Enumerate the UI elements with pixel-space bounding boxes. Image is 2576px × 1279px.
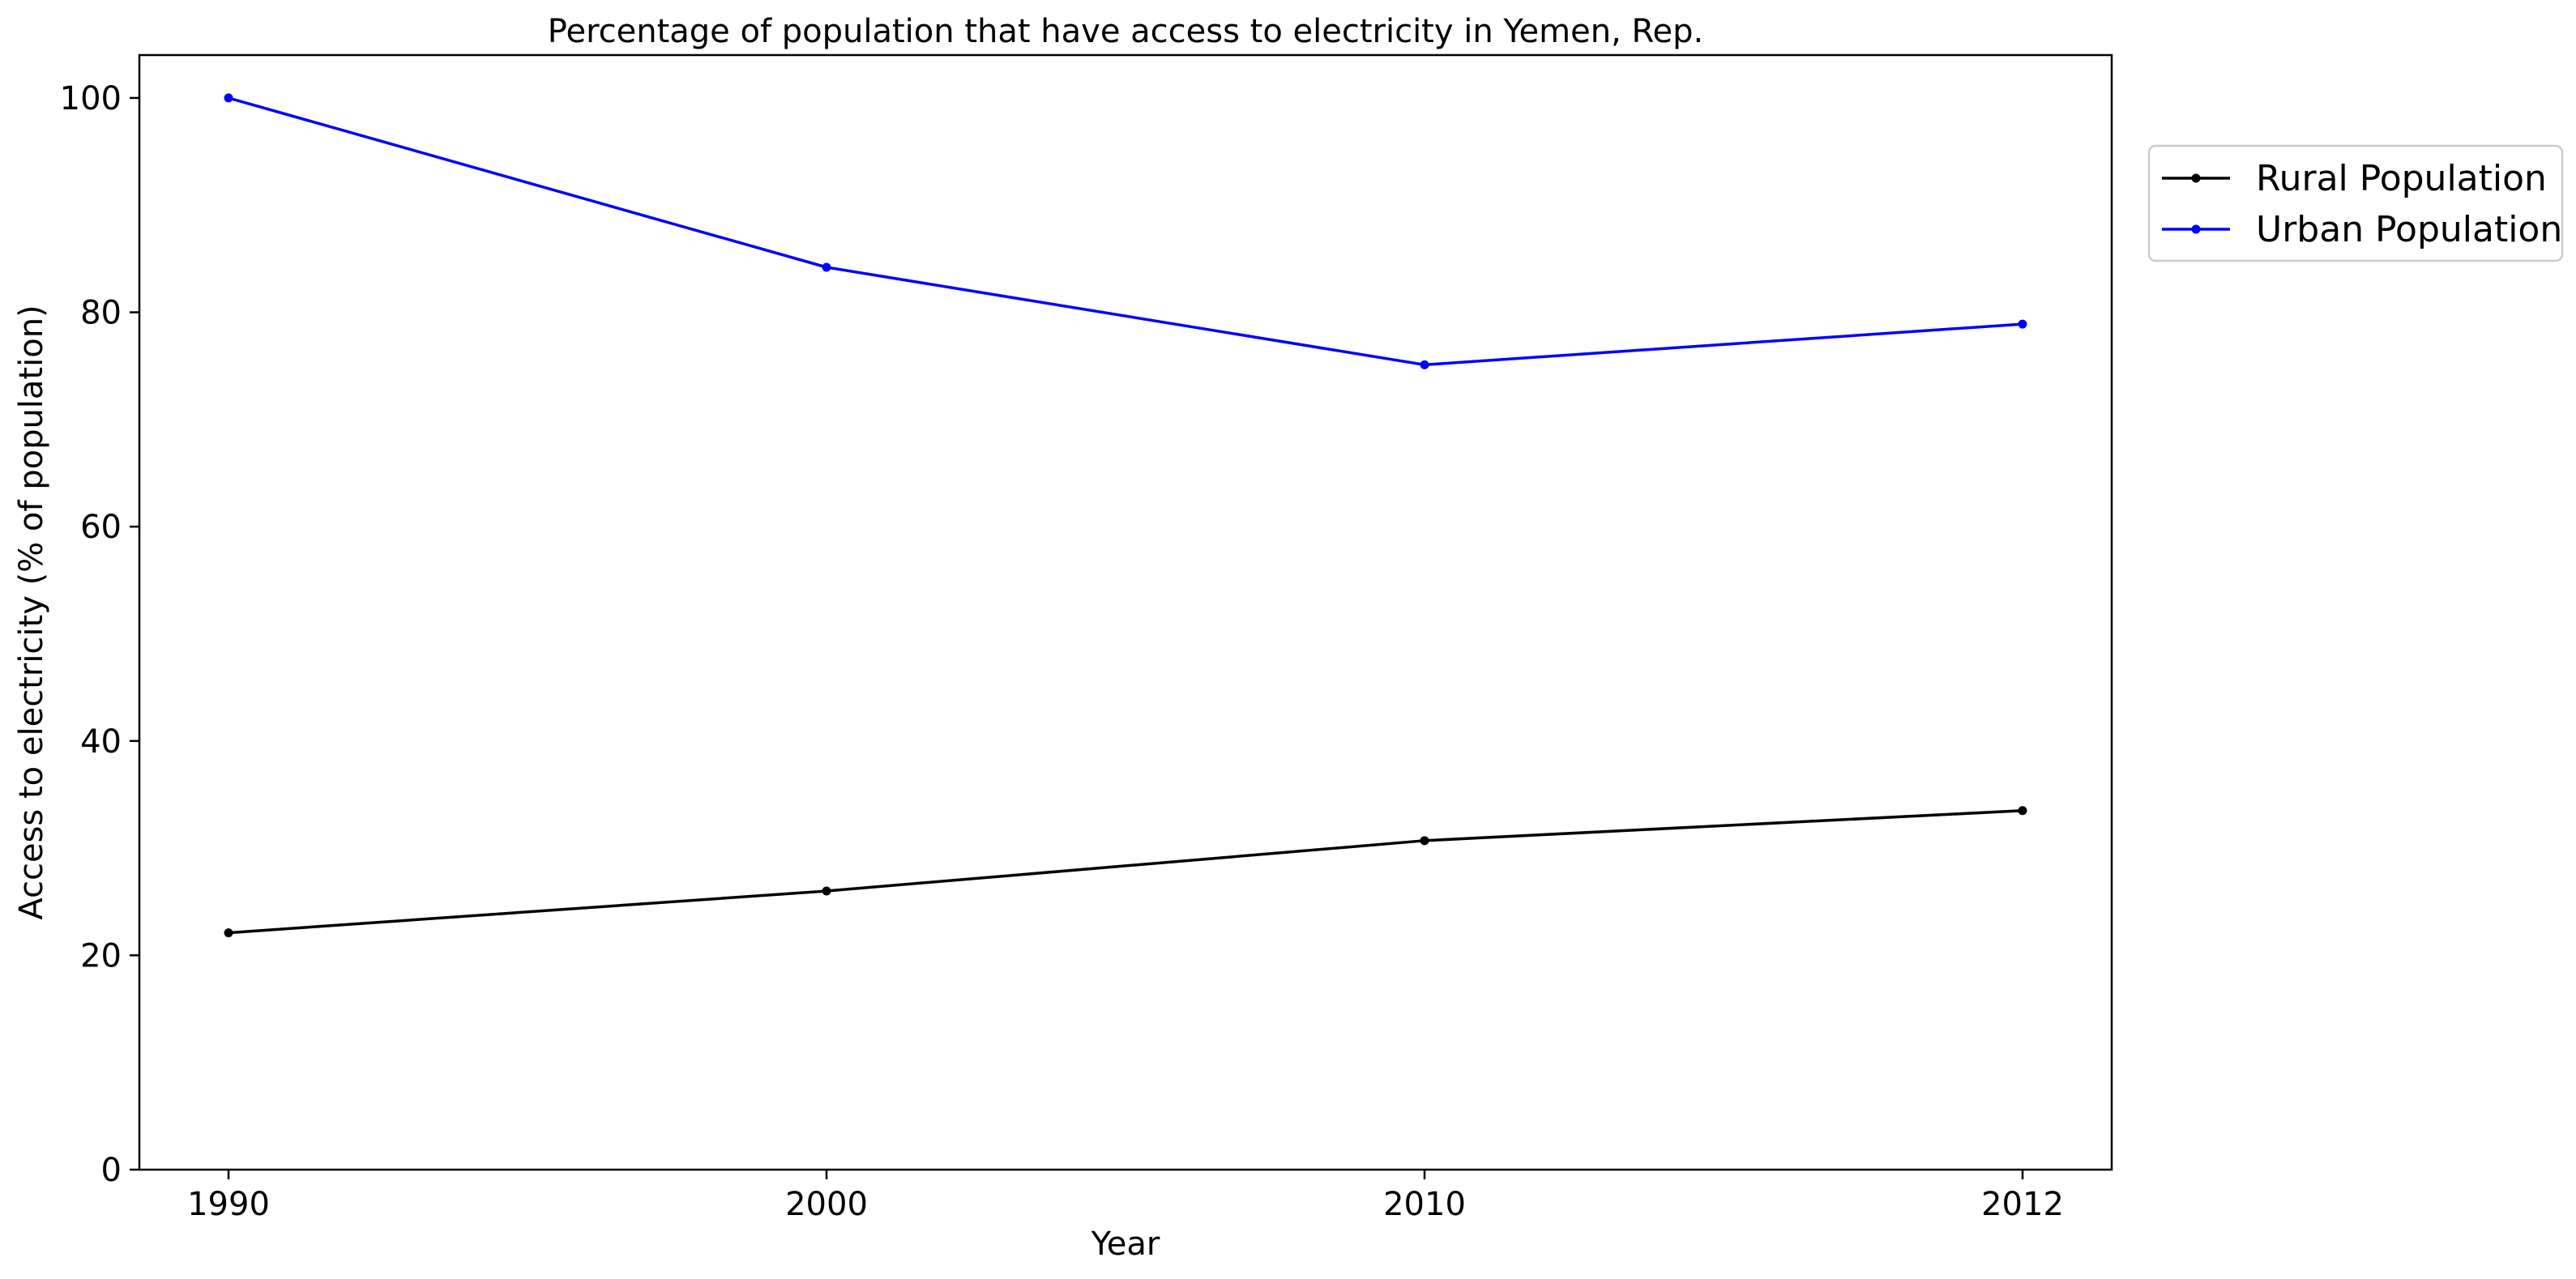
x-tick-label: 2012 (1981, 1186, 2064, 1223)
legend-label: Urban Population (2256, 209, 2562, 250)
data-point (224, 928, 233, 938)
legend: Rural Population Urban Population (2147, 144, 2564, 262)
series-line (228, 809, 2023, 935)
legend-frame (2147, 144, 2564, 262)
plot-area (138, 53, 2113, 1171)
x-axis-label: Year (1091, 1226, 1160, 1263)
data-point (822, 886, 831, 896)
y-tick-label: 100 (60, 80, 122, 117)
legend-marker (2191, 173, 2201, 183)
data-point (1420, 360, 1429, 369)
series-layer (224, 93, 2027, 938)
data-point (2018, 319, 2027, 329)
data-point (1420, 836, 1429, 846)
x-tick-label: 2000 (785, 1186, 868, 1223)
y-tick-label: 60 (80, 509, 122, 546)
data-point (822, 262, 831, 272)
data-point (224, 93, 233, 103)
y-tick-label: 40 (80, 723, 122, 761)
data-point (2018, 806, 2027, 816)
legend-label: Rural Population (2256, 158, 2547, 199)
legend-marker (2191, 224, 2201, 234)
y-tick-label: 0 (101, 1152, 122, 1189)
y-axis-label: Access to electricity (% of population) (13, 305, 50, 919)
series-line (228, 96, 2023, 367)
x-axis: 1990 2000 2010 2012 (187, 1170, 2064, 1223)
x-tick-label: 2010 (1383, 1186, 1466, 1223)
y-tick-label: 20 (80, 937, 122, 974)
x-tick-label: 1990 (187, 1186, 270, 1223)
chart-title: Percentage of population that have acces… (548, 13, 1703, 50)
y-tick-label: 80 (80, 295, 122, 332)
y-axis: 0 20 40 60 80 100 (60, 80, 139, 1189)
